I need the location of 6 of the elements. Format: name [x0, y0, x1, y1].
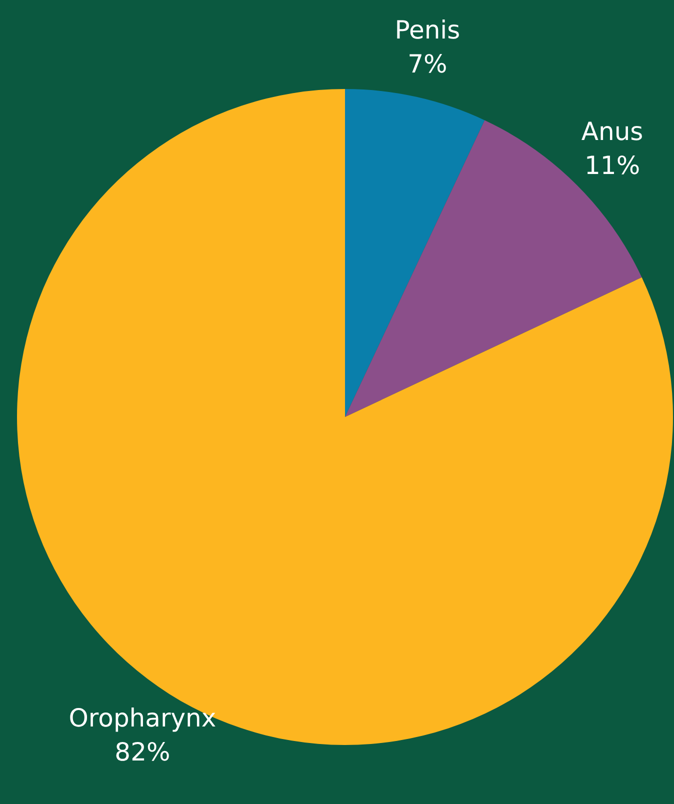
data-label: 11%: [584, 151, 640, 180]
slice-label: Anus: [581, 117, 644, 146]
data-label: 82%: [114, 738, 170, 767]
data-label: 7%: [408, 50, 448, 79]
slice-label: Penis: [394, 16, 460, 45]
slice-label: Oropharynx: [68, 704, 216, 733]
